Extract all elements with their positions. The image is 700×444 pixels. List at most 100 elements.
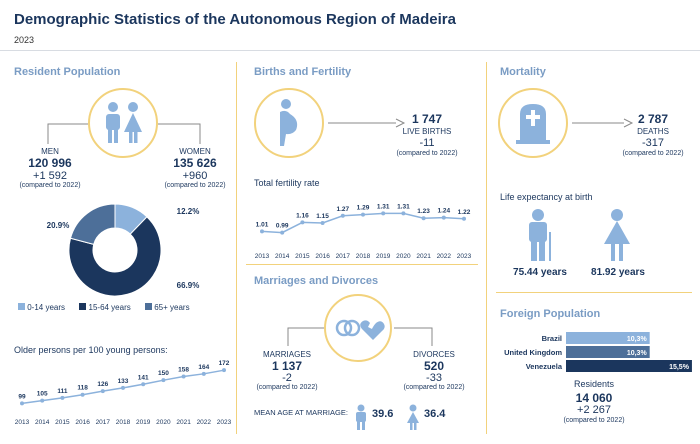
data-label: 1.16: [296, 212, 309, 219]
data-label: 1.23: [417, 208, 430, 215]
data-label: 1.15: [316, 213, 329, 220]
bar-value-label: 10,3%: [627, 350, 648, 357]
resident-icon-circle: [88, 88, 158, 158]
x-tick-label: 2015: [55, 419, 70, 426]
residents-change: +2 267: [577, 404, 611, 416]
deaths-label: DEATHS: [637, 127, 669, 136]
divorces-value: 520: [423, 359, 445, 373]
x-tick-label: 2023: [217, 419, 232, 426]
data-point: [280, 230, 285, 235]
x-tick-label: 2013: [15, 419, 30, 426]
deaths-connector: [572, 118, 634, 128]
births-connector: [328, 118, 406, 128]
data-label: 141: [138, 374, 149, 381]
bar: [566, 332, 650, 344]
pregnant-woman-icon: [280, 99, 298, 146]
age-donut-chart: 12.2% 66.9% 20.9%: [47, 203, 199, 297]
marriages-value: 1 137: [271, 359, 303, 373]
mortality-divider: [496, 292, 692, 293]
page-title: Demographic Statistics of the Autonomous…: [14, 11, 456, 28]
data-point: [401, 211, 406, 216]
data-point: [40, 398, 45, 403]
marriages-note: (compared to 2022): [256, 384, 318, 391]
x-tick-label: 2014: [35, 419, 50, 426]
woman-icon: [407, 404, 419, 430]
data-point: [60, 395, 65, 400]
data-label: 1.01: [256, 221, 269, 228]
man-icon: [356, 404, 366, 430]
data-label: 172: [219, 360, 230, 367]
data-point: [100, 389, 105, 394]
data-point: [20, 401, 24, 406]
donut-slice: [68, 216, 162, 297]
data-label: 0.99: [276, 223, 289, 230]
x-tick-label: 2014: [275, 253, 290, 260]
data-label: 1.31: [377, 203, 390, 210]
marriages-section-title: Marriages and Divorces: [254, 275, 379, 287]
resident-connectors: [47, 123, 201, 144]
women-value: 135 626: [173, 156, 217, 170]
live-births-note: (compared to 2022): [396, 150, 458, 157]
x-tick-label: 2019: [136, 419, 151, 426]
data-point: [80, 392, 85, 397]
mean-age-label: MEAN AGE AT MARRIAGE:: [254, 408, 348, 417]
men-marriage-age: 39.6: [372, 408, 394, 420]
bar-category-label: Venezuela: [526, 362, 563, 371]
data-label: 118: [77, 385, 88, 392]
page-year: 2023: [14, 35, 35, 45]
data-point: [260, 229, 264, 234]
divorces-note: (compared to 2022): [403, 384, 465, 391]
legend-young: 0-14 years: [27, 303, 66, 312]
data-point: [141, 382, 146, 387]
marriages-icon-circle: [324, 294, 392, 362]
live-births-label: LIVE BIRTHS: [402, 127, 452, 136]
births-divider: [246, 264, 478, 265]
data-label: 1.31: [397, 203, 410, 210]
x-tick-label: 2015: [295, 253, 310, 260]
x-tick-label: 2016: [75, 419, 90, 426]
x-tick-label: 2021: [176, 419, 191, 426]
mortality-section-title: Mortality: [500, 66, 546, 78]
x-tick-label: 2020: [156, 419, 171, 426]
foreign-section-title: Foreign Population: [500, 308, 601, 320]
mortality-icon-circle: [498, 88, 568, 158]
women-marriage-age: 36.4: [424, 408, 446, 420]
legend-swatch-old: [144, 303, 152, 310]
column-divider-1: [236, 62, 237, 434]
x-tick-label: 2018: [356, 253, 371, 260]
data-point: [300, 220, 305, 225]
header-divider: [0, 50, 700, 51]
men-value: 120 996: [28, 156, 72, 170]
foreign-bar-chart: Brazil 10,3% United Kingdom 10,3% Venezuela 1…: [504, 332, 692, 372]
bar: [566, 346, 650, 358]
bar-value-label: 15,5%: [669, 364, 690, 371]
data-label: 1.29: [357, 205, 370, 212]
data-label: 1.27: [336, 206, 349, 213]
residents-label: Residents: [573, 379, 615, 389]
deaths-change: -317: [641, 137, 665, 149]
women-label: WOMEN: [179, 147, 211, 156]
divorces-label: DIVORCES: [413, 350, 455, 359]
marriages-label: MARRIAGES: [262, 350, 311, 359]
elderly-man-icon: [529, 209, 551, 261]
x-tick-label: 2020: [396, 253, 411, 260]
x-tick-label: 2019: [376, 253, 391, 260]
x-tick-label: 2017: [96, 419, 111, 426]
bar-category-label: United Kingdom: [504, 348, 562, 357]
data-point: [181, 374, 186, 379]
data-label: 105: [37, 391, 48, 398]
data-label: 126: [97, 381, 108, 388]
legend-old: 65+ years: [154, 303, 190, 312]
x-tick-label: 2022: [437, 253, 452, 260]
women-change: +960: [182, 170, 208, 182]
data-label: 133: [118, 378, 129, 385]
donut-slice: [69, 203, 116, 246]
x-tick-label: 2017: [336, 253, 351, 260]
data-point: [381, 211, 386, 216]
men-label: MEN: [41, 147, 59, 156]
legend-working: 15-64 years: [88, 303, 131, 312]
data-point: [222, 368, 226, 373]
births-icon-circle: [254, 88, 324, 158]
data-point: [421, 216, 426, 221]
live-births-change: -11: [419, 137, 435, 149]
